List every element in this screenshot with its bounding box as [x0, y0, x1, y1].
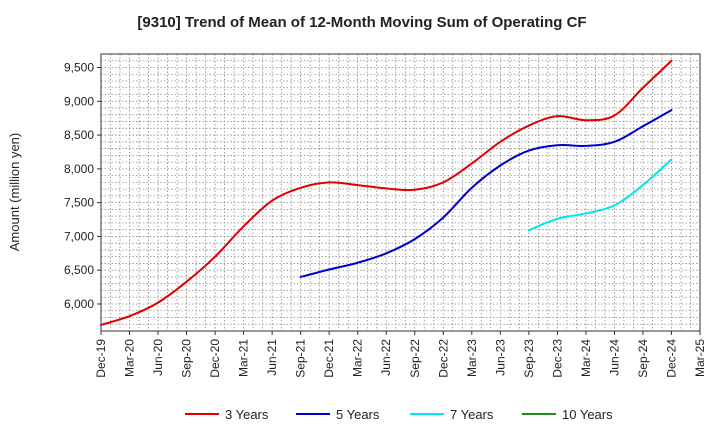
- x-tick-label: Dec-23: [550, 339, 564, 378]
- y-axis-label: Amount (million yen): [7, 133, 22, 252]
- y-tick-label: 7,000: [64, 229, 94, 243]
- x-tick-label: Mar-25: [693, 339, 707, 377]
- x-tick-label: Sep-22: [408, 339, 422, 378]
- x-axis-ticks: Dec-19 Mar-20 Jun-20 Sep-20 Dec-20 Mar-21 Jun-…: [94, 331, 707, 378]
- x-tick-label: Sep-24: [636, 339, 650, 378]
- chart-title: [9310] Trend of Mean of 12-Month Moving …: [137, 14, 586, 31]
- series-lines: [100, 59, 673, 326]
- x-tick-label: Sep-20: [180, 339, 194, 378]
- x-tick-label: Jun-22: [379, 339, 393, 376]
- x-tick-label: Jun-24: [607, 339, 621, 376]
- x-tick-label: Mar-20: [123, 339, 137, 377]
- x-tick-label: Dec-21: [322, 339, 336, 378]
- x-tick-label: Dec-24: [664, 339, 678, 378]
- y-tick-label: 9,500: [64, 61, 94, 75]
- x-tick-label: Dec-20: [208, 339, 222, 378]
- series-line-3-years: [100, 59, 673, 326]
- y-tick-label: 6,000: [64, 297, 94, 311]
- x-tick-label: Sep-23: [522, 339, 536, 378]
- x-tick-label: Dec-19: [94, 339, 108, 378]
- series-line-5-years: [299, 109, 673, 278]
- legend-label-3-years: 3 Years: [225, 407, 269, 422]
- x-tick-label: Mar-21: [237, 339, 251, 377]
- y-axis-ticks: 6,000 6,500 7,000 7,500 8,000 8,500 9,000 9,500: [64, 61, 101, 311]
- x-tick-label: Jun-23: [493, 339, 507, 376]
- plot-frame: [100, 53, 701, 332]
- x-tick-label: Mar-22: [351, 339, 365, 377]
- y-tick-label: 8,000: [64, 162, 94, 176]
- y-tick-label: 6,500: [64, 263, 94, 277]
- grid: [101, 54, 700, 331]
- legend-label-10-years: 10 Years: [562, 407, 613, 422]
- y-tick-label: 8,500: [64, 128, 94, 142]
- legend: 3 Years 5 Years 7 Years 10 Years: [185, 407, 613, 422]
- legend-label-5-years: 5 Years: [336, 407, 380, 422]
- x-tick-label: Mar-23: [465, 339, 479, 377]
- legend-label-7-years: 7 Years: [450, 407, 494, 422]
- x-tick-label: Dec-22: [436, 339, 450, 378]
- series-line-7-years: [527, 158, 673, 232]
- x-tick-label: Mar-24: [579, 339, 593, 377]
- x-tick-label: Sep-21: [294, 339, 308, 378]
- y-tick-label: 7,500: [64, 196, 94, 210]
- x-tick-label: Jun-20: [151, 339, 165, 376]
- x-tick-label: Jun-21: [265, 339, 279, 376]
- y-tick-label: 9,000: [64, 94, 94, 108]
